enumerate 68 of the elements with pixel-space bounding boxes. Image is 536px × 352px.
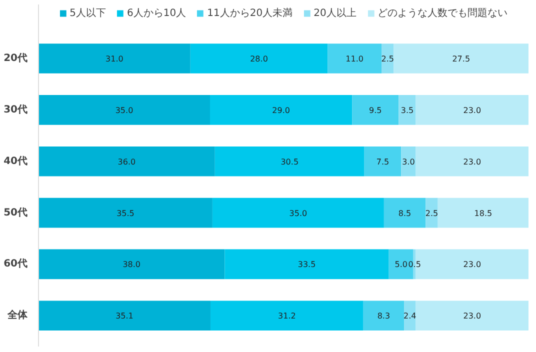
bar (210, 95, 352, 125)
bar (394, 44, 528, 74)
bar (382, 44, 394, 74)
bar (438, 198, 528, 228)
data-label: 27.5 (452, 54, 470, 64)
bar (328, 44, 382, 74)
data-label: 35.1 (116, 312, 134, 321)
bar (416, 146, 528, 176)
bar (426, 198, 438, 228)
y-tick-label: 50代 (4, 206, 28, 218)
bar (38, 44, 190, 74)
data-label: 18.5 (474, 208, 492, 218)
legend-label: 11人から20人未満 (207, 6, 293, 20)
legend-label: 5人以下 (70, 6, 106, 20)
y-tick-label: 20代 (4, 52, 28, 64)
data-label: 23.0 (463, 157, 482, 166)
legend-label: 20人以上 (314, 6, 356, 20)
data-label: 3.0 (402, 157, 415, 166)
bar (352, 95, 399, 125)
data-label: 29.0 (272, 106, 290, 115)
bar (38, 95, 210, 125)
bar (404, 300, 416, 331)
bar (384, 198, 426, 228)
data-label: 23.0 (463, 260, 482, 270)
data-label: 31.0 (106, 54, 124, 64)
data-label: 5.0 (394, 260, 408, 270)
data-label: 30.5 (280, 157, 299, 166)
data-label: 8.3 (377, 312, 390, 321)
data-label: 36.0 (118, 157, 136, 166)
legend-label: 6人から10人 (127, 7, 186, 20)
bar (398, 95, 416, 125)
bar (38, 198, 212, 228)
data-label: 2.4 (404, 312, 416, 321)
y-tick-label: 30代 (4, 103, 28, 116)
data-label: 2.5 (381, 54, 394, 64)
y-tick-label: 60代 (4, 258, 28, 270)
data-label: 31.2 (278, 312, 296, 321)
bar (214, 146, 364, 176)
bar (363, 300, 404, 331)
data-label: 2.5 (425, 208, 438, 218)
data-label: 11.0 (346, 54, 364, 64)
legend-label: どのような人数でも問題ない (377, 7, 508, 20)
y-tick-label: 全体 (6, 309, 28, 322)
data-label: 35.5 (116, 208, 134, 218)
bar (38, 249, 225, 280)
data-label: 9.5 (369, 106, 382, 115)
data-label: 23.0 (463, 312, 482, 321)
bar (224, 249, 389, 280)
data-label: 33.5 (298, 260, 316, 270)
data-label: 23.0 (463, 106, 482, 115)
data-label: 7.5 (376, 157, 390, 166)
data-label: 35.0 (115, 106, 134, 115)
bar (38, 146, 215, 176)
data-label: 35.0 (289, 208, 308, 218)
data-label: 38.0 (122, 260, 141, 270)
bar (210, 300, 364, 331)
bar (212, 198, 384, 228)
bar (364, 146, 402, 176)
data-label: 0.5 (408, 260, 421, 270)
data-label: 28.0 (250, 54, 268, 64)
data-label: 8.5 (398, 208, 412, 218)
bar (416, 300, 528, 331)
bar (38, 300, 210, 331)
bar (401, 146, 416, 176)
data-label: 3.5 (400, 106, 414, 115)
bar (190, 44, 328, 74)
y-tick-label: 40代 (4, 154, 28, 167)
bar (416, 95, 528, 125)
